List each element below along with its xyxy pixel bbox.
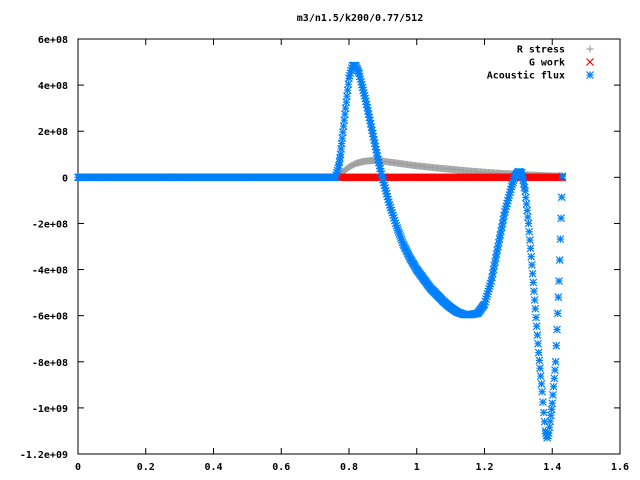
data-point xyxy=(536,372,545,380)
data-point xyxy=(551,357,560,366)
x-tick-label: 0.8 xyxy=(340,462,358,473)
data-point xyxy=(548,399,557,408)
legend-marker xyxy=(586,71,594,79)
x-tick-label: 0 xyxy=(75,462,81,473)
data-point xyxy=(550,374,559,383)
y-tick-label: 4e+08 xyxy=(38,81,68,92)
legend-label: R stress xyxy=(517,45,565,56)
axis-ticks xyxy=(77,38,621,455)
y-tick-label: -8e+08 xyxy=(32,358,68,369)
data-point xyxy=(549,391,557,399)
data-point xyxy=(534,339,542,348)
data-point xyxy=(526,244,535,253)
data-point xyxy=(539,398,547,407)
chart-title: m3/n1.5/k200/0.77/512 xyxy=(297,13,423,24)
data-point xyxy=(525,236,534,244)
x-tick-label: 1.6 xyxy=(611,462,629,473)
series-acoustic-flux xyxy=(74,61,567,442)
data-point xyxy=(530,296,539,304)
data-point xyxy=(535,356,544,365)
legend-label: G work xyxy=(529,58,565,69)
data-point xyxy=(524,219,533,228)
data-point xyxy=(521,193,530,202)
legend-label: Acoustic flux xyxy=(487,70,565,82)
data-point xyxy=(532,322,541,331)
y-tick-label: -2e+08 xyxy=(32,219,68,230)
data-point xyxy=(521,187,530,196)
data-series xyxy=(74,61,567,442)
data-point xyxy=(523,206,532,215)
data-point xyxy=(555,256,564,265)
x-tick-label: 1 xyxy=(414,462,420,473)
data-point xyxy=(555,277,563,286)
data-point xyxy=(557,214,565,223)
data-point xyxy=(558,172,567,181)
data-point xyxy=(549,382,558,391)
y-tick-label: -1e+09 xyxy=(32,404,68,415)
data-point xyxy=(529,278,538,287)
x-tick-label: 0.4 xyxy=(204,462,222,473)
x-tick-label: 0.6 xyxy=(272,462,290,473)
data-point xyxy=(525,227,534,236)
data-point xyxy=(544,429,553,438)
x-tick-label: 0.2 xyxy=(137,462,155,473)
y-tick-label: 6e+08 xyxy=(38,35,68,46)
data-point xyxy=(528,261,536,269)
y-tick-label: 0 xyxy=(62,173,68,184)
data-point xyxy=(532,313,540,322)
y-tick-label: -1.2e+09 xyxy=(20,450,68,461)
series-g-work xyxy=(334,173,567,182)
data-point xyxy=(553,325,561,334)
legend-marker xyxy=(586,58,594,66)
data-point xyxy=(538,387,547,396)
data-point xyxy=(557,193,566,202)
data-point xyxy=(554,293,563,302)
data-point xyxy=(530,287,538,296)
data-point xyxy=(534,348,543,357)
data-point xyxy=(551,366,559,375)
y-tick-label: -6e+08 xyxy=(32,312,68,323)
data-point xyxy=(528,269,537,278)
data-point xyxy=(531,304,540,313)
data-point xyxy=(533,331,542,339)
data-point xyxy=(527,252,536,261)
y-tick-label: -4e+08 xyxy=(32,266,68,277)
x-tick-label: 1.2 xyxy=(475,462,493,473)
data-point xyxy=(523,213,532,221)
x-tick-label: 1.4 xyxy=(543,462,561,473)
data-point xyxy=(522,200,531,209)
data-point xyxy=(556,235,565,244)
data-point xyxy=(340,116,349,125)
data-point xyxy=(343,92,351,101)
data-point xyxy=(536,364,544,373)
data-point xyxy=(539,408,548,417)
data-point xyxy=(552,341,561,350)
data-point xyxy=(553,309,562,318)
legend-marker xyxy=(586,45,594,53)
axis-tick-labels: 0 0.2 0.4 0.6 0.8 1 1.2 1.4 1.66e+084e+082e+080-… xyxy=(20,35,629,473)
data-point xyxy=(537,379,546,388)
y-tick-label: 2e+08 xyxy=(38,127,68,138)
